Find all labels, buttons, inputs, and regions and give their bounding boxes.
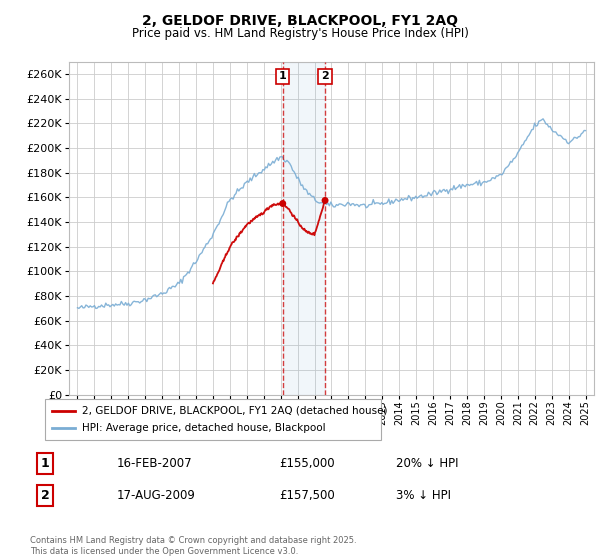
Text: 2: 2 <box>41 489 49 502</box>
Text: 2, GELDOF DRIVE, BLACKPOOL, FY1 2AQ: 2, GELDOF DRIVE, BLACKPOOL, FY1 2AQ <box>142 14 458 28</box>
Point <box>278 199 287 208</box>
Bar <box>283 62 325 395</box>
Text: £157,500: £157,500 <box>279 489 335 502</box>
Text: £155,000: £155,000 <box>279 457 335 470</box>
Point <box>320 196 330 205</box>
Text: Price paid vs. HM Land Registry's House Price Index (HPI): Price paid vs. HM Land Registry's House … <box>131 27 469 40</box>
FancyBboxPatch shape <box>45 399 381 440</box>
Text: HPI: Average price, detached house, Blackpool: HPI: Average price, detached house, Blac… <box>82 423 326 433</box>
Text: 3% ↓ HPI: 3% ↓ HPI <box>396 489 451 502</box>
Text: 1: 1 <box>41 457 49 470</box>
Text: Contains HM Land Registry data © Crown copyright and database right 2025.
This d: Contains HM Land Registry data © Crown c… <box>30 536 356 556</box>
Text: 2, GELDOF DRIVE, BLACKPOOL, FY1 2AQ (detached house): 2, GELDOF DRIVE, BLACKPOOL, FY1 2AQ (det… <box>82 405 388 416</box>
Text: 20% ↓ HPI: 20% ↓ HPI <box>396 457 458 470</box>
Text: 2: 2 <box>321 72 329 81</box>
Text: 17-AUG-2009: 17-AUG-2009 <box>117 489 196 502</box>
Text: 16-FEB-2007: 16-FEB-2007 <box>117 457 193 470</box>
Text: 1: 1 <box>279 72 287 81</box>
